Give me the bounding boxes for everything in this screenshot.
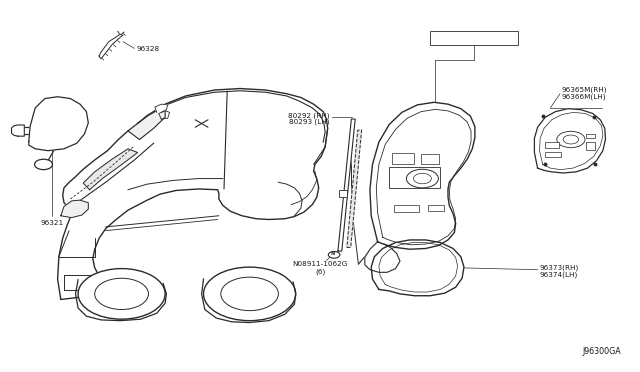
Text: (6): (6) (315, 269, 325, 275)
Polygon shape (155, 104, 168, 112)
Text: 96373(RH): 96373(RH) (540, 264, 579, 271)
Circle shape (563, 135, 579, 144)
Text: N: N (330, 251, 334, 256)
Bar (586, 134, 595, 138)
Text: 96374(LH): 96374(LH) (540, 271, 578, 278)
Polygon shape (29, 97, 88, 151)
Text: 96366M(LH): 96366M(LH) (562, 93, 607, 100)
Text: J96300GA: J96300GA (582, 347, 621, 356)
Polygon shape (534, 109, 605, 173)
Polygon shape (338, 119, 355, 251)
Polygon shape (99, 34, 123, 59)
Circle shape (204, 267, 296, 321)
Bar (394, 205, 419, 212)
Polygon shape (61, 200, 88, 218)
Text: 80292 (RH): 80292 (RH) (288, 112, 330, 119)
Text: 96365M(RH): 96365M(RH) (562, 87, 607, 93)
Polygon shape (83, 149, 138, 190)
Bar (392, 153, 414, 164)
Circle shape (413, 173, 431, 184)
Circle shape (35, 159, 52, 170)
Bar (339, 190, 347, 197)
Bar (430, 31, 518, 45)
Text: 96328: 96328 (136, 46, 159, 52)
Text: N08911-1062G: N08911-1062G (292, 261, 348, 267)
Circle shape (221, 277, 278, 311)
Bar (421, 154, 439, 164)
Bar (545, 152, 561, 157)
Bar (389, 167, 440, 188)
Polygon shape (370, 102, 475, 249)
Polygon shape (128, 106, 165, 140)
Polygon shape (12, 125, 24, 136)
Circle shape (95, 278, 148, 310)
Bar (428, 205, 444, 211)
Polygon shape (58, 89, 328, 299)
Bar (545, 142, 559, 148)
Bar (586, 142, 595, 150)
Polygon shape (365, 242, 400, 272)
Circle shape (328, 251, 340, 258)
Polygon shape (371, 240, 464, 296)
Text: 9630LM (RH): 9630LM (RH) (451, 31, 498, 38)
Circle shape (557, 131, 585, 148)
Text: 96321: 96321 (41, 220, 64, 226)
Text: 96302M(LH): 96302M(LH) (452, 38, 497, 45)
Text: 80293 (LH): 80293 (LH) (289, 119, 330, 125)
Circle shape (78, 269, 165, 319)
Circle shape (406, 169, 438, 188)
Polygon shape (347, 130, 362, 247)
